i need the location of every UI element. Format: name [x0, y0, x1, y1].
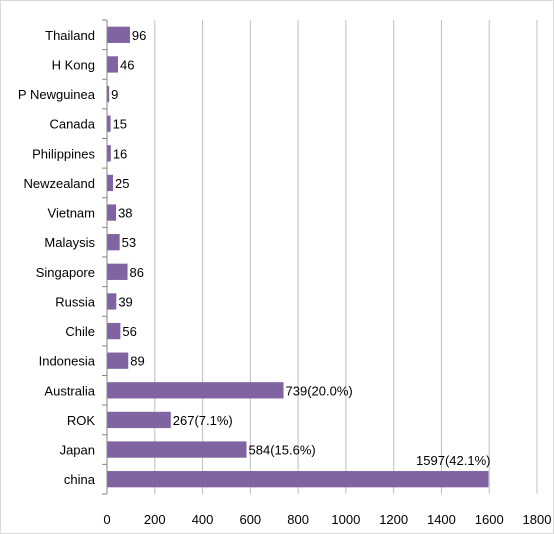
data-label: 16	[113, 146, 127, 161]
bar-vietnam	[107, 204, 117, 221]
category-label: Thailand	[45, 28, 95, 43]
category-label: Japan	[60, 443, 95, 458]
data-label: 39	[118, 294, 132, 309]
bar-philippines	[107, 145, 111, 162]
bar-australia	[107, 382, 284, 399]
data-label: 15	[113, 117, 127, 132]
category-label: ROK	[67, 413, 96, 428]
data-label: 56	[122, 324, 136, 339]
x-tick-labels: 0 200 400 600 800 1000 1200 1400 1600 1800	[103, 512, 551, 527]
bar-japan	[107, 441, 247, 458]
bar-china	[107, 471, 489, 488]
bar-newzealand	[107, 174, 113, 192]
category-label: china	[64, 472, 96, 487]
bar-rok	[107, 411, 171, 429]
x-tick-label-1800: 1800	[523, 512, 552, 527]
x-tick-label-1000: 1000	[331, 512, 360, 527]
x-tick-label-200: 200	[144, 512, 166, 527]
x-tick-label-400: 400	[192, 512, 214, 527]
data-labels: 96 469 15 16 25 38 53 86 39 56 89 739(20.0%) 267(7.1…	[111, 28, 490, 468]
data-label: 25	[115, 176, 129, 191]
data-label: 86	[130, 265, 144, 280]
x-tick-label-0: 0	[103, 512, 110, 527]
data-label: 96	[132, 28, 146, 43]
x-tick-label-1400: 1400	[427, 512, 456, 527]
category-label: Canada	[49, 117, 95, 132]
category-label: Australia	[44, 383, 95, 398]
bar-singapore	[107, 263, 128, 280]
data-label: 1597(42.1%)	[416, 453, 490, 468]
bar-canada	[107, 115, 111, 132]
category-label: Vietnam	[48, 206, 95, 221]
data-label: 739(20.0%)	[286, 383, 353, 398]
bar-chile	[107, 322, 121, 340]
x-tick-label-1200: 1200	[379, 512, 408, 527]
x-tick-label-1600: 1600	[475, 512, 504, 527]
data-label: 584(15.6%)	[249, 443, 316, 458]
data-label: 9	[111, 87, 118, 102]
data-label: 267(7.1%)	[173, 413, 233, 428]
bar-indonesia	[107, 352, 129, 369]
category-label: P Newguinea	[18, 87, 96, 102]
bar-thailand	[107, 26, 130, 43]
data-label: 46	[120, 57, 134, 72]
category-labels: Thailand H Kong P Newguinea Canada Philippin…	[18, 28, 96, 487]
category-label: Chile	[65, 324, 95, 339]
x-tick-label-600: 600	[239, 512, 261, 527]
category-axis	[102, 19, 108, 495]
bar-p-newguinea	[107, 85, 110, 103]
data-label: 89	[130, 354, 144, 369]
category-label: H Kong	[52, 57, 95, 72]
data-label: 53	[122, 235, 136, 250]
category-label: Malaysis	[44, 235, 95, 250]
category-label: Singapore	[36, 265, 95, 280]
category-label: Philippines	[32, 146, 95, 161]
x-tick-label-800: 800	[287, 512, 309, 527]
category-label: Indonesia	[39, 354, 96, 369]
category-label: Newzealand	[23, 176, 95, 191]
bar-malaysis	[107, 234, 120, 251]
bar-h-kong	[107, 56, 118, 73]
bars	[107, 26, 489, 488]
category-label: Russia	[55, 294, 96, 309]
bar-russia	[107, 293, 117, 310]
data-label: 38	[118, 206, 132, 221]
